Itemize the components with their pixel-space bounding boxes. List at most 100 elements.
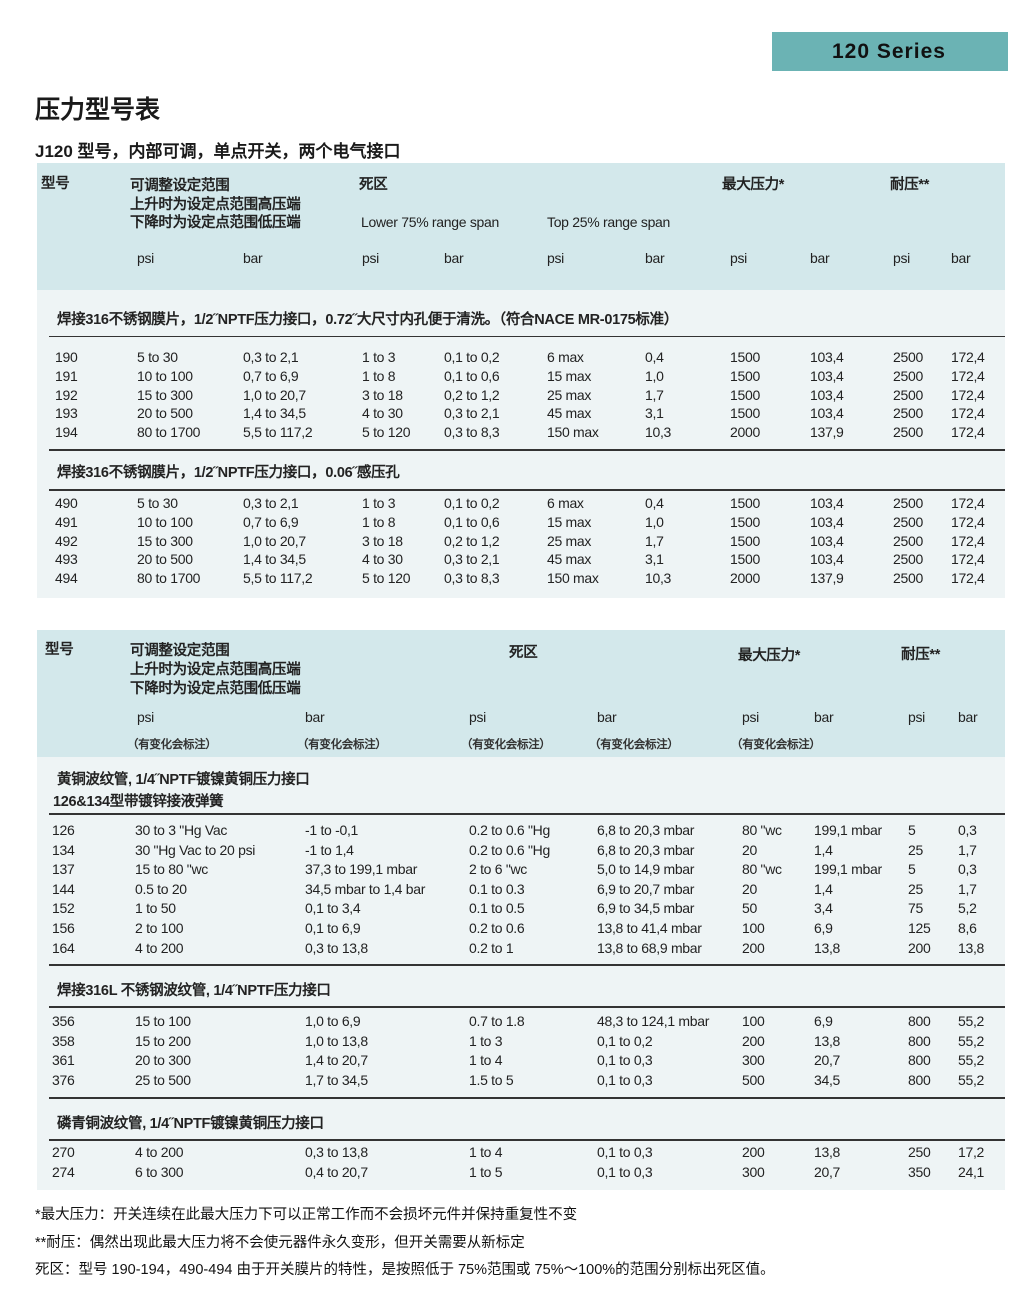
table-cell: 2500 xyxy=(893,386,923,403)
table-cell: 0.2 to 1 xyxy=(469,939,514,956)
table-cell: 1,7 xyxy=(958,841,977,858)
divider xyxy=(49,1097,1005,1099)
table-cell: 10 to 100 xyxy=(137,367,193,384)
table-cell: 0,3 to 2,1 xyxy=(243,349,299,365)
table-cell: 80 "wc xyxy=(742,822,782,838)
table-cell: 25 to 500 xyxy=(135,1071,191,1088)
model-number: 356 xyxy=(52,1013,75,1029)
table-cell: 15 max xyxy=(547,513,592,530)
table-cell: 6,8 to 20,3 mbar xyxy=(597,822,695,838)
table-cell: 0,3 to 8,3 xyxy=(444,424,500,441)
model-number: 358 xyxy=(52,1032,75,1049)
table-cell: 103,4 xyxy=(810,532,844,549)
table-cell: 1500 xyxy=(730,495,760,511)
table-cell: 800 xyxy=(908,1032,931,1049)
series-badge-label: 120 Series xyxy=(832,40,946,63)
table-cell: 100 xyxy=(742,1013,765,1029)
header-range-1: 可调整设定范围 xyxy=(130,178,230,194)
section-title: 焊接316不锈钢膜片，1/2˝NPTF压力接口，0.06˝感压孔 xyxy=(57,465,400,481)
table-cell: 1500 xyxy=(730,386,760,403)
table-cell: 5 to 120 xyxy=(362,424,411,441)
table-cell: 3 to 18 xyxy=(362,532,403,549)
table-cell: 5 to 120 xyxy=(362,570,411,587)
table-cell: 80 to 1700 xyxy=(137,424,201,441)
table-cell: 17,2 xyxy=(958,1144,985,1160)
table-cell: 2500 xyxy=(893,349,923,365)
table-cell: 13,8 xyxy=(814,939,841,956)
table-cell: 172,4 xyxy=(951,495,985,511)
table-cell: 34,5 xyxy=(814,1071,841,1088)
table-cell: 6 max xyxy=(547,495,584,511)
table-cell: 350 xyxy=(908,1163,931,1180)
header-range-3: 下降时为设定点范围低压端 xyxy=(130,215,301,231)
table-cell: 150 max xyxy=(547,424,599,441)
table-cell: 800 xyxy=(908,1071,931,1088)
table-cell: 2500 xyxy=(893,551,923,568)
table-cell: 4 to 200 xyxy=(135,1144,184,1160)
unit-note: （有变化会标注） xyxy=(127,739,217,751)
unit-label: psi xyxy=(362,250,379,266)
header-max-pressure: 最大压力* xyxy=(722,177,785,193)
table-cell: 20,7 xyxy=(814,1163,841,1180)
header-lower-span: Lower 75% range span xyxy=(361,214,499,230)
table-cell: 45 max xyxy=(547,405,592,422)
table-cell: 2000 xyxy=(730,424,760,441)
section-title: 磷青铜波纹管, 1/4˝NPTF镀镍黄铜压力接口 xyxy=(57,1116,324,1132)
model-number: 193 xyxy=(55,405,78,422)
table-cell: 1500 xyxy=(730,551,760,568)
table-cell: 1,4 to 20,7 xyxy=(305,1052,368,1069)
table-cell: 2500 xyxy=(893,532,923,549)
table-cell: 5 to 30 xyxy=(137,349,178,365)
table-cell: 8,6 xyxy=(958,920,977,936)
header-range-1: 可调整设定范围 xyxy=(130,643,230,659)
table-cell: 0,3 to 13,8 xyxy=(305,1144,368,1160)
table-cell: 3,4 xyxy=(814,900,833,917)
table-cell: 4 to 200 xyxy=(135,939,184,956)
table-cell: 2 to 6 "wc xyxy=(469,861,527,878)
header-range-2: 上升时为设定点范围高压端 xyxy=(130,662,301,678)
table-cell: 1500 xyxy=(730,349,760,365)
table-cell: 137,9 xyxy=(810,424,844,441)
unit-label: psi xyxy=(469,709,486,725)
table-cell: 103,4 xyxy=(810,495,844,511)
divider xyxy=(49,1139,1005,1141)
table-cell: 1 to 3 xyxy=(469,1032,503,1049)
unit-label: psi xyxy=(908,709,925,725)
table-cell: 25 max xyxy=(547,386,592,403)
model-number: 192 xyxy=(55,386,78,403)
table-cell: 30 to 3 "Hg Vac xyxy=(135,822,228,838)
table-cell: 10,3 xyxy=(645,424,672,441)
table-cell: 1,7 xyxy=(645,532,664,549)
model-number: 191 xyxy=(55,367,78,384)
table-cell: 0,2 to 1,2 xyxy=(444,532,500,549)
table-cell: 103,4 xyxy=(810,551,844,568)
table-cell: 103,4 xyxy=(810,513,844,530)
table-cell: 80 "wc xyxy=(742,861,782,878)
divider xyxy=(49,1006,1005,1008)
table-cell: 20 xyxy=(742,841,757,858)
unit-label: psi xyxy=(137,250,154,266)
table-cell: 20 to 500 xyxy=(137,405,193,422)
footnote-max-pressure: *最大压力：开关连续在此最大压力下可以正常工作而不会损坏元件并保持重复性不变 xyxy=(35,1207,578,1223)
model-number: 493 xyxy=(55,551,78,568)
unit-label: bar xyxy=(958,709,978,725)
page-subtitle: J120 型号，内部可调，单点开关，两个电气接口 xyxy=(35,142,401,161)
table-cell: 13,8 to 41,4 mbar xyxy=(597,920,702,936)
table-cell: 2500 xyxy=(893,513,923,530)
table-cell: 172,4 xyxy=(951,386,985,403)
table-cell: 0,4 xyxy=(645,349,664,365)
table-cell: 125 xyxy=(908,920,931,936)
pressure-table-bellows: 型号 可调整设定范围 上升时为设定点范围高压端 下降时为设定点范围低压端 死区 … xyxy=(37,630,1005,1190)
table-cell: 5 to 30 xyxy=(137,495,178,511)
table-cell: 800 xyxy=(908,1013,931,1029)
unit-note: （有变化会标注） xyxy=(731,739,821,751)
model-number: 190 xyxy=(55,349,78,365)
table-cell: 0,7 to 6,9 xyxy=(243,367,299,384)
model-number: 126 xyxy=(52,822,75,838)
table-cell: 103,4 xyxy=(810,386,844,403)
table-cell: 0,4 xyxy=(645,495,664,511)
table-cell: 20 xyxy=(742,880,757,897)
table-cell: 0,1 to 0,2 xyxy=(444,495,500,511)
table-cell: 6,9 xyxy=(814,920,833,936)
divider xyxy=(49,964,1005,966)
